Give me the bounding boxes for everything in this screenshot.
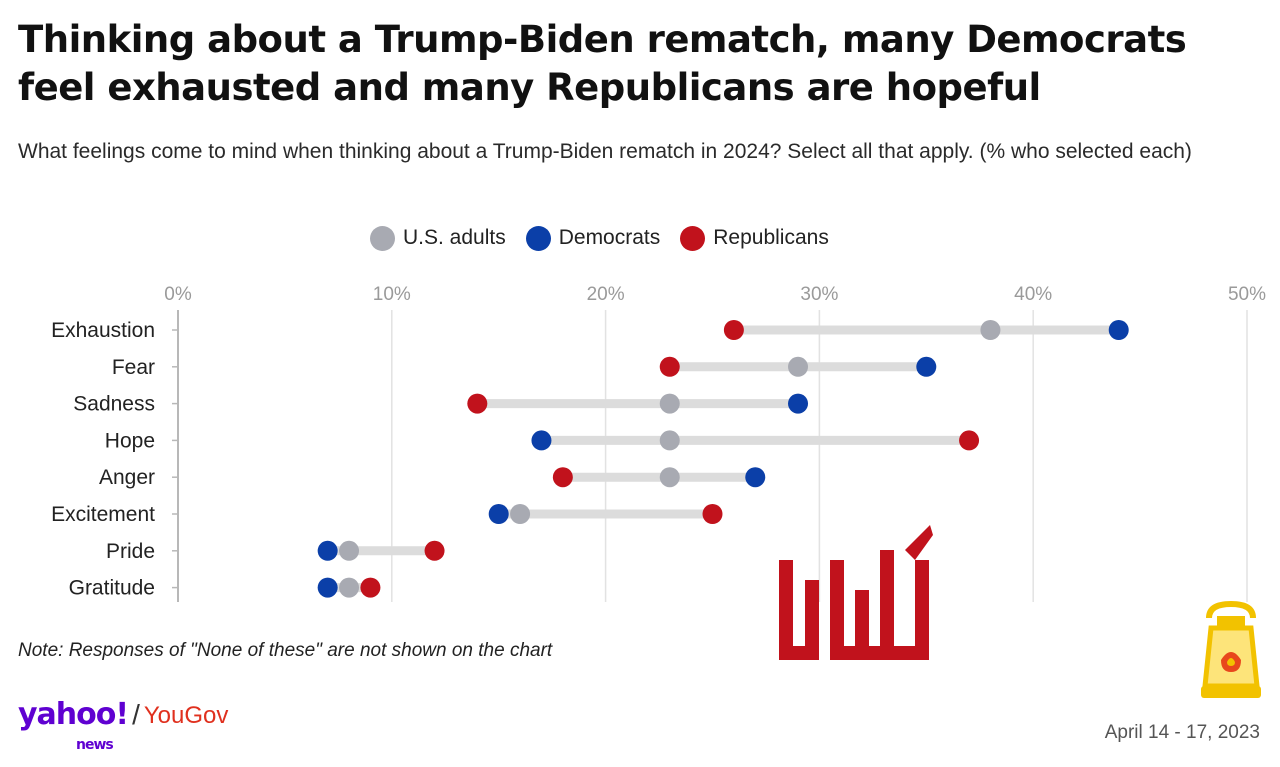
legend-label-us-adults: U.S. adults xyxy=(403,226,506,249)
data-point xyxy=(488,504,509,524)
yahoo-text: yahoo! xyxy=(18,697,129,732)
data-point xyxy=(552,467,573,488)
yahoo-logo: yahoo! news xyxy=(18,697,129,754)
legend: U.S. adults Democrats Republicans xyxy=(370,222,849,254)
data-point xyxy=(1108,320,1129,340)
data-point xyxy=(723,320,744,340)
x-tick-label: 40% xyxy=(1014,284,1052,305)
category-label: Anger xyxy=(99,466,155,489)
category-label: Sadness xyxy=(73,393,155,416)
category-label: Excitement xyxy=(51,503,155,526)
category-label: Exhaustion xyxy=(51,319,155,342)
data-point xyxy=(745,467,766,488)
data-point xyxy=(510,504,531,524)
logo-separator: / xyxy=(132,699,140,730)
x-tick-label: 20% xyxy=(587,284,625,305)
data-point xyxy=(916,356,937,377)
legend-dot-democrats xyxy=(525,225,551,251)
data-point xyxy=(467,393,488,414)
yougov-logo: YouGov xyxy=(143,702,229,729)
x-tick-label: 10% xyxy=(373,284,411,305)
legend-dot-republicans xyxy=(680,225,706,251)
category-label: Fear xyxy=(112,356,155,379)
survey-date: April 14 - 17, 2023 xyxy=(1104,722,1260,743)
data-point xyxy=(980,320,1001,340)
data-point xyxy=(339,577,360,598)
arabic-calligraphy-logo xyxy=(779,525,933,660)
category-label: Gratitude xyxy=(69,577,155,600)
legend-item-us-adults: U.S. adults xyxy=(370,225,506,251)
data-point xyxy=(339,540,360,561)
data-point xyxy=(659,430,680,451)
data-point xyxy=(659,393,680,414)
legend-item-democrats: Democrats xyxy=(525,225,661,251)
title-line-1: Thinking about a Trump-Biden rematch, ma… xyxy=(18,18,1187,61)
legend-label-republicans: Republicans xyxy=(713,226,829,249)
x-tick-label: 0% xyxy=(164,284,192,305)
category-label: Pride xyxy=(106,540,155,563)
chart-subtitle: What feelings come to mind when thinking… xyxy=(18,140,1192,163)
legend-dot-us-adults xyxy=(370,225,395,251)
yahoo-news-text: news xyxy=(76,737,114,753)
x-tick-label: 50% xyxy=(1228,284,1266,305)
data-point xyxy=(360,577,381,598)
data-point xyxy=(788,356,809,377)
data-point xyxy=(788,393,809,414)
data-point xyxy=(659,467,680,488)
data-point xyxy=(317,577,338,598)
yahoo-yougov-logo: yahoo! news / YouGov xyxy=(18,697,229,754)
category-label: Hope xyxy=(105,429,155,452)
data-point xyxy=(702,504,723,524)
lantern-icon xyxy=(1201,600,1261,698)
data-point xyxy=(317,540,338,561)
chart-note: Note: Responses of "None of these" are n… xyxy=(18,640,553,661)
title-line-2: feel exhausted and many Republicans are … xyxy=(18,66,1041,109)
legend-label-democrats: Democrats xyxy=(558,226,661,249)
data-point xyxy=(659,356,680,377)
data-point xyxy=(959,430,980,451)
chart-title: Thinking about a Trump-Biden rematch, ma… xyxy=(18,16,1268,112)
x-tick-label: 30% xyxy=(800,284,838,305)
data-point xyxy=(424,540,445,561)
legend-item-republicans: Republicans xyxy=(680,225,829,251)
data-point xyxy=(531,430,552,451)
